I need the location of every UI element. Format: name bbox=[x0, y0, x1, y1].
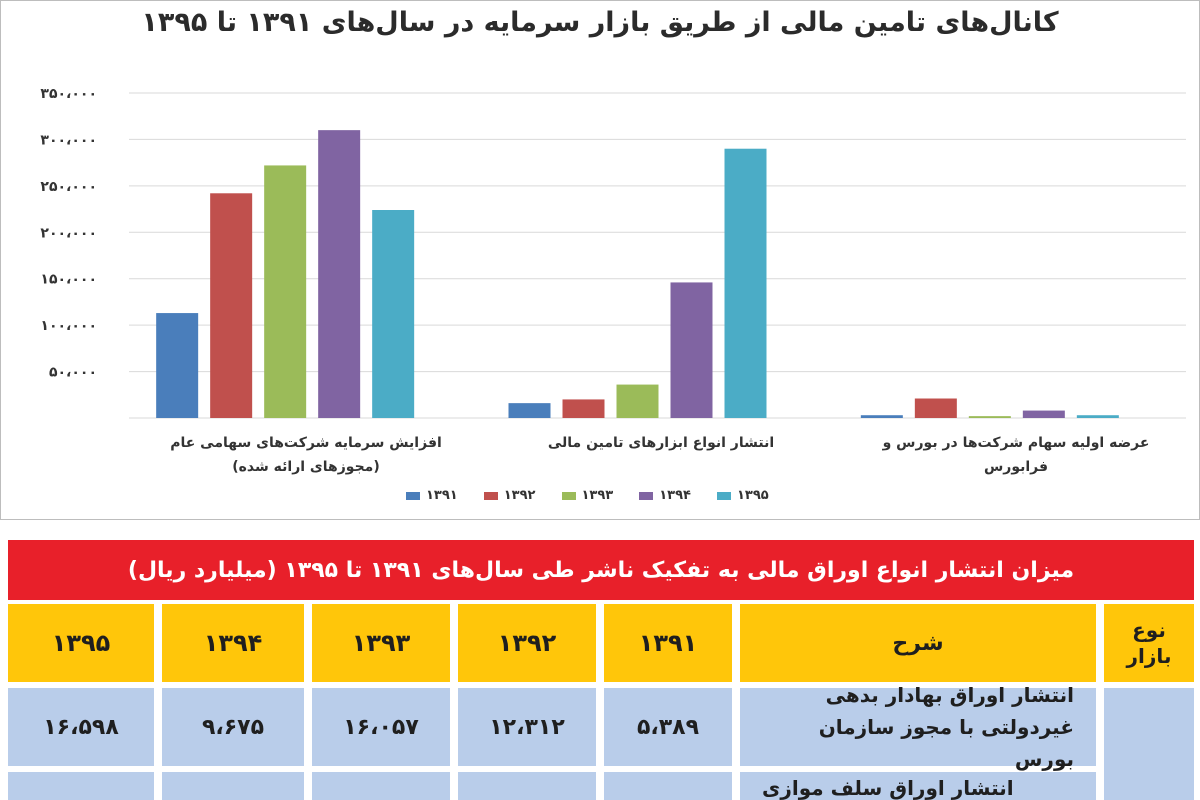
legend-item-1394: ۱۳۹۴ bbox=[639, 488, 691, 503]
bar-1-4 bbox=[724, 148, 767, 418]
bar-0-2 bbox=[264, 165, 307, 418]
col-header-description: شرح bbox=[740, 604, 1096, 682]
bar-2-1 bbox=[914, 398, 957, 418]
col-header-1391: ۱۳۹۱ bbox=[604, 604, 732, 682]
bar-0-0 bbox=[156, 313, 199, 418]
table-row-1-1393: ۱۶،۰۵۷ bbox=[312, 688, 450, 766]
bar-0-1 bbox=[210, 193, 253, 418]
chart-legend: ۱۳۹۱ ۱۳۹۲ ۱۳۹۳ ۱۳۹۴ ۱۳۹۵ bbox=[406, 488, 769, 503]
bar-2-0 bbox=[860, 415, 903, 418]
y-tick-label: ۳۵۰،۰۰۰ bbox=[40, 86, 97, 102]
category-label-ipo: عرضه اولیه سهام شرکت‌ها در بورس و فرابور… bbox=[882, 435, 1150, 475]
table-row-2-description: انتشار اوراق سلف موازی bbox=[740, 772, 1096, 800]
category-label-capital-increase: افزایش سرمایه شرکت‌های سهامی عام (مجوزها… bbox=[170, 435, 442, 475]
y-tick-label: ۲۵۰،۰۰۰ bbox=[40, 179, 97, 195]
col-header-1395: ۱۳۹۵ bbox=[8, 604, 154, 682]
table-row-1-1394: ۹،۶۷۵ bbox=[162, 688, 304, 766]
y-tick-label: ۱۵۰،۰۰۰ bbox=[40, 272, 97, 288]
chart-title: کانال‌های تامین مالی از طریق بازار سرمای… bbox=[141, 7, 1059, 38]
table-row-2-1394 bbox=[162, 772, 304, 800]
table-title: میزان انتشار انواع اوراق مالی به تفکیک ن… bbox=[8, 540, 1194, 600]
legend-item-1391: ۱۳۹۱ bbox=[406, 488, 458, 503]
bar-1-3 bbox=[670, 282, 713, 418]
bar-0-4 bbox=[372, 210, 415, 418]
table-row-2-1391 bbox=[604, 772, 732, 800]
legend-item-1392: ۱۳۹۲ bbox=[483, 488, 536, 503]
col-header-1393: ۱۳۹۳ bbox=[312, 604, 450, 682]
y-tick-label: ۲۰۰،۰۰۰ bbox=[40, 225, 97, 241]
category-label-financing-instruments: انتشار انواع ابزارهای تامین مالی bbox=[547, 435, 775, 451]
bar-2-4 bbox=[1076, 415, 1119, 418]
table-row-2-1395 bbox=[8, 772, 154, 800]
col-header-market-type: نوع بازار bbox=[1104, 604, 1194, 682]
bar-2-3 bbox=[1022, 410, 1065, 418]
y-tick-label: ۵۰،۰۰۰ bbox=[49, 365, 97, 381]
table-row-1-1391: ۵،۳۸۹ bbox=[604, 688, 732, 766]
table-row-2-1392 bbox=[458, 772, 596, 800]
table-row-1-1392: ۱۲،۳۱۲ bbox=[458, 688, 596, 766]
chart-panel: کانال‌های تامین مالی از طریق بازار سرمای… bbox=[0, 0, 1200, 520]
table-row-2-1393 bbox=[312, 772, 450, 800]
bar-chart-plot: ۵۰،۰۰۰ ۱۰۰،۰۰۰ ۱۵۰،۰۰۰ ۲۰۰،۰۰۰ ۲۵۰،۰۰۰ ۳۰۰،۰۰… bbox=[40, 86, 1186, 419]
table-row-1-1395: ۱۶،۵۹۸ bbox=[8, 688, 154, 766]
legend-item-1393: ۱۳۹۳ bbox=[561, 488, 613, 503]
y-tick-label: ۳۰۰،۰۰۰ bbox=[40, 132, 97, 148]
bar-0-3 bbox=[318, 130, 361, 418]
y-tick-label: ۱۰۰،۰۰۰ bbox=[40, 318, 97, 334]
col-header-1392: ۱۳۹۲ bbox=[458, 604, 596, 682]
bar-1-2 bbox=[616, 384, 659, 418]
table-row-1-description: انتشار اوراق بهادار بدهی غیردولتی با مجو… bbox=[740, 683, 1096, 771]
bar-1-0 bbox=[508, 403, 551, 418]
col-header-1394: ۱۳۹۴ bbox=[162, 604, 304, 682]
market-type-cell bbox=[1104, 688, 1194, 800]
bar-2-2 bbox=[968, 416, 1011, 418]
legend-item-1395: ۱۳۹۵ bbox=[717, 488, 769, 503]
bar-1-1 bbox=[562, 399, 605, 418]
